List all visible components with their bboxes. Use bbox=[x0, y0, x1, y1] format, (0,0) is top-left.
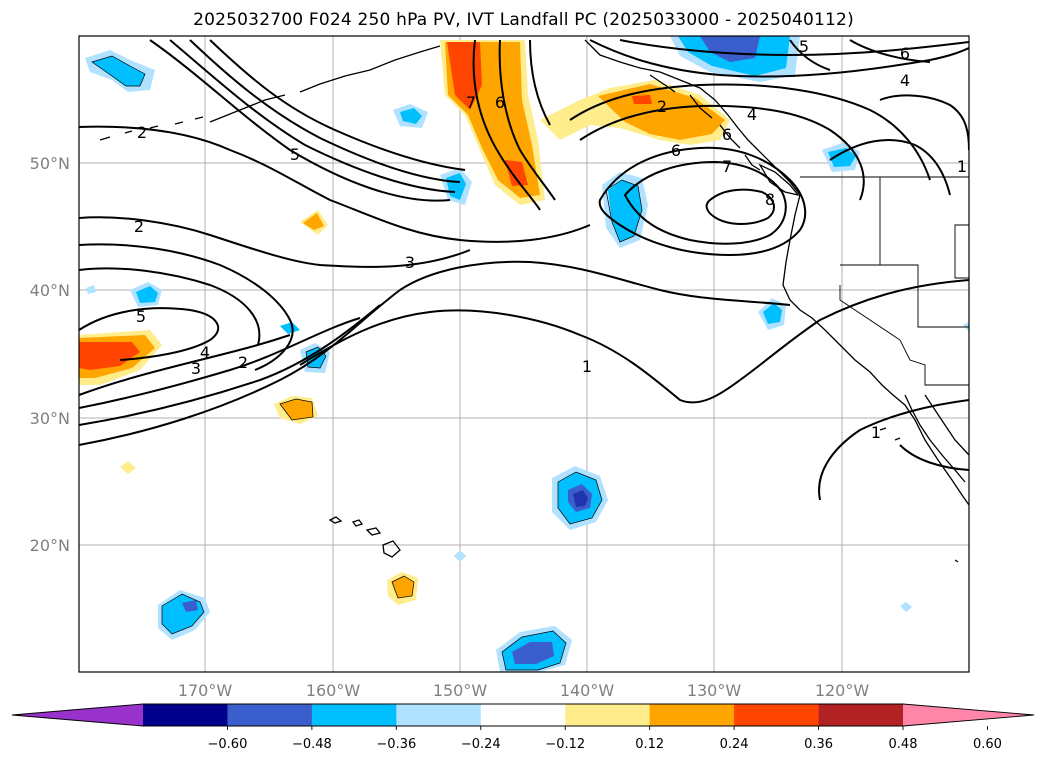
colorbar-extend-max bbox=[903, 704, 1034, 726]
contour-label: 6 bbox=[900, 44, 910, 63]
colorbar-segment bbox=[649, 704, 735, 726]
contour-label: 5 bbox=[290, 145, 300, 164]
contour-label: 2 bbox=[238, 353, 248, 372]
colorbar-segment bbox=[818, 704, 904, 726]
lon-label-170w: 170°W bbox=[178, 681, 233, 700]
colorbar-tick-label: 0.48 bbox=[889, 737, 918, 752]
lat-label-30: 30°N bbox=[30, 409, 70, 428]
map-title: 2025032700 F024 250 hPa PV, IVT Landfall… bbox=[193, 10, 854, 30]
contour-label: 7 bbox=[722, 157, 732, 176]
shading-positive bbox=[79, 40, 730, 605]
lon-label-140w: 140°W bbox=[560, 681, 615, 700]
latitude-labels: 50°N 40°N 30°N 20°N bbox=[30, 154, 70, 555]
map-frame bbox=[78, 35, 970, 673]
longitude-labels: 170°W 160°W 150°W 140°W 130°W 120°W bbox=[178, 681, 870, 700]
colorbar-segment bbox=[565, 704, 651, 726]
contour-label: 6 bbox=[671, 141, 681, 160]
colorbar-tick-label: 0.12 bbox=[635, 737, 664, 752]
contour-label: 4 bbox=[900, 71, 910, 90]
map-panel: 2 5 2 3 5 4 3 2 7 6 2 6 4 6 7 8 5 6 4 1 … bbox=[79, 36, 969, 672]
contour-label: 2 bbox=[657, 97, 667, 116]
contour-label: 1 bbox=[957, 157, 967, 176]
colorbar: −0.60 −0.48 −0.36 −0.24 −0.12 0.12 0.24 0.36 0.4… bbox=[11, 703, 1035, 752]
coastlines bbox=[99, 39, 969, 563]
contour-label: 2 bbox=[134, 217, 144, 236]
contour-label: 5 bbox=[136, 307, 146, 326]
contour-label: 3 bbox=[191, 359, 201, 378]
lon-label-120w: 120°W bbox=[815, 681, 870, 700]
political-borders bbox=[800, 176, 969, 386]
contour-label: 6 bbox=[495, 93, 505, 112]
colorbar-tick-label: −0.48 bbox=[292, 737, 332, 752]
colorbar-segment bbox=[227, 704, 313, 726]
lat-label-50: 50°N bbox=[30, 154, 70, 173]
contour-label: 3 bbox=[405, 253, 415, 272]
contour-label: 1 bbox=[582, 357, 592, 376]
colorbar-segment bbox=[480, 704, 566, 726]
colorbar-outline bbox=[11, 703, 1035, 727]
lon-label-130w: 130°W bbox=[687, 681, 742, 700]
contour-label: 6 bbox=[722, 125, 732, 144]
colorbar-segment bbox=[311, 704, 397, 726]
colorbar-tick-label: −0.36 bbox=[376, 737, 416, 752]
colorbar-tick-label: 0.60 bbox=[973, 737, 1002, 752]
colorbar-tick-label: 0.36 bbox=[804, 737, 833, 752]
contour-label: 5 bbox=[799, 37, 809, 56]
colorbar-tick-label: −0.60 bbox=[208, 737, 248, 752]
contour-lines bbox=[79, 39, 969, 501]
lat-label-40: 40°N bbox=[30, 281, 70, 300]
colorbar-tick-label: 0.24 bbox=[720, 737, 749, 752]
colorbar-segment bbox=[734, 704, 820, 726]
contour-label: 4 bbox=[747, 105, 757, 124]
contour-label: 2 bbox=[137, 123, 147, 142]
colorbar-tick-label: −0.24 bbox=[461, 737, 501, 752]
contour-label: 7 bbox=[466, 93, 476, 112]
colorbar-segment bbox=[143, 704, 228, 726]
shading-negative bbox=[85, 36, 969, 672]
colorbar-extend-min bbox=[12, 704, 143, 726]
contour-label: 1 bbox=[871, 423, 881, 442]
lat-label-20: 20°N bbox=[30, 536, 70, 555]
shading-outlines bbox=[91, 55, 643, 671]
lon-label-160w: 160°W bbox=[306, 681, 361, 700]
lon-label-150w: 150°W bbox=[433, 681, 488, 700]
contour-label: 4 bbox=[200, 343, 210, 362]
colorbar-tick-label: −0.12 bbox=[545, 737, 585, 752]
contour-label: 8 bbox=[765, 190, 775, 209]
colorbar-segment bbox=[396, 704, 482, 726]
contour-labels: 2 5 2 3 5 4 3 2 7 6 2 6 4 6 7 8 5 6 4 1 … bbox=[134, 37, 967, 442]
